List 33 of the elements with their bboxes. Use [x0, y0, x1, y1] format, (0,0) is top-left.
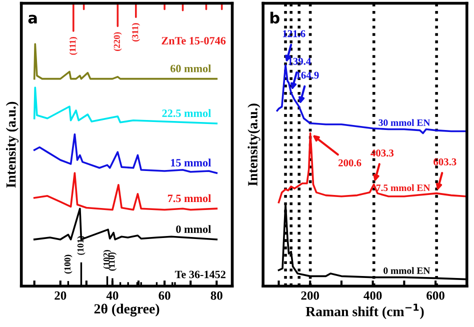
- x-tick-label: 40: [106, 291, 118, 300]
- annotation: a: [28, 14, 37, 24]
- annotation: 403.3: [370, 149, 394, 157]
- series-label: 0 mmol: [176, 225, 211, 233]
- y-axis-title: Intensity(a.u.): [248, 104, 260, 186]
- series-label: 30 mmol EN: [378, 119, 430, 126]
- series-label: 22.5 mmol: [162, 109, 211, 118]
- annotation: (311): [132, 23, 140, 42]
- text: ZnTe 15-0746: [162, 36, 226, 44]
- series-label: 60 mmol: [170, 64, 211, 72]
- annotation: 200.6: [338, 159, 362, 166]
- annotation: (111): [69, 37, 78, 55]
- series-label: 15 mmol: [171, 158, 211, 166]
- y-axis-title: Intensity (a.u.): [6, 102, 19, 188]
- annotation: (100): [64, 254, 72, 274]
- legend-label: 7.5 mmol EN: [376, 184, 430, 192]
- annotation: (220): [114, 32, 122, 51]
- x-tick-label: 80: [210, 291, 222, 300]
- x-tick-label: 400: [364, 291, 382, 300]
- x-tick-label: 60: [158, 291, 170, 300]
- x-axis-title: 2θ (degree): [94, 304, 160, 316]
- annotation: 603.3: [434, 158, 456, 166]
- x-tick-label: 600: [426, 291, 444, 300]
- x-tick-label: 20: [54, 291, 66, 300]
- annotation: 164.9: [296, 72, 319, 79]
- annotation: 121.6: [282, 30, 306, 38]
- x-tick-label: 200: [301, 291, 320, 300]
- series-label: 7.5 mmol: [168, 194, 211, 202]
- series-label: Te 36-1452: [174, 270, 226, 278]
- text: b: [270, 12, 280, 24]
- series-label: 0 mmol EN: [384, 267, 430, 274]
- x-axis-title: Raman shift (cm$^{−1}$): [306, 304, 424, 320]
- annotation: 139.4: [288, 58, 311, 65]
